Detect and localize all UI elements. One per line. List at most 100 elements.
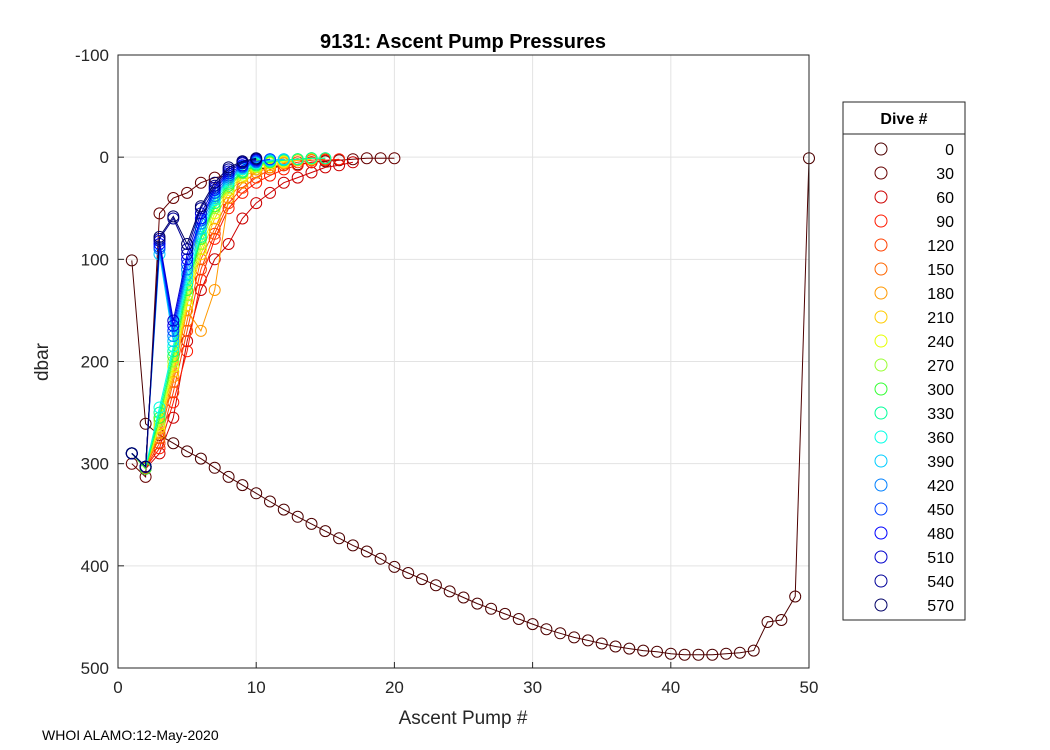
series-layer (125, 152, 815, 661)
data-point (222, 238, 235, 250)
legend-item: 390 (874, 454, 954, 471)
legend-item: 180 (874, 286, 954, 303)
data-point (208, 461, 221, 474)
legend-marker (874, 142, 888, 156)
data-point (333, 532, 346, 545)
data-point (139, 470, 152, 483)
data-point (360, 152, 373, 165)
data-point (264, 169, 276, 182)
data-point (374, 152, 387, 165)
legend-label: 450 (927, 502, 954, 519)
x-tick-label: 20 (385, 678, 404, 697)
data-point (167, 314, 180, 327)
legend-item: 60 (874, 190, 954, 207)
legend-items: 0 30 60 90 120 150 180 210 240 270 300 330 360 390 420… (874, 142, 954, 615)
legend-box (842, 101, 966, 621)
x-tick-label: 30 (523, 678, 542, 697)
legend-marker (874, 262, 888, 276)
legend-item: 120 (874, 238, 954, 255)
data-point (374, 552, 387, 565)
legend-label: 270 (927, 358, 954, 375)
legend-label: 480 (927, 526, 954, 543)
data-point (471, 597, 484, 610)
data-point (208, 284, 221, 296)
data-point (402, 567, 415, 579)
legend-label: 210 (927, 310, 954, 327)
data-point (416, 573, 428, 586)
data-point (181, 335, 194, 348)
legend-marker (874, 334, 888, 348)
legend-marker (874, 166, 888, 180)
data-point (554, 627, 567, 640)
legend-label: 360 (927, 430, 954, 447)
data-point (208, 179, 221, 192)
series-line (131, 157, 312, 468)
legend-label: 300 (927, 382, 954, 399)
data-point (692, 648, 705, 661)
legend-label: 60 (936, 190, 954, 207)
legend-marker (874, 526, 888, 540)
data-point (305, 152, 318, 165)
data-point (595, 637, 608, 650)
series-dive-570 (125, 152, 263, 473)
legend-item: 150 (874, 262, 954, 279)
data-point (637, 644, 650, 657)
data-point (775, 614, 788, 626)
legend-marker (874, 598, 888, 612)
data-point (733, 646, 746, 659)
series-line (131, 157, 326, 468)
legend-label: 90 (936, 214, 954, 231)
data-point (346, 156, 359, 169)
legend-item: 30 (874, 166, 954, 183)
data-point (761, 616, 774, 628)
data-point (208, 253, 221, 266)
data-point (125, 447, 138, 460)
data-point (181, 445, 194, 458)
data-point (250, 487, 263, 500)
data-point (789, 590, 802, 603)
data-point (706, 648, 719, 661)
data-point (277, 163, 290, 176)
data-point (153, 414, 166, 427)
data-point (319, 525, 332, 538)
axis-ticks: 0 10 20 30 40 50 -100 0 100 200 300 400 500 (75, 46, 818, 697)
legend-item: 240 (874, 334, 954, 351)
data-point (581, 634, 594, 647)
legend-label: 570 (927, 598, 954, 615)
data-point (139, 460, 152, 473)
legend-label: 510 (927, 550, 954, 567)
legend-marker (874, 502, 888, 516)
legend-marker (874, 454, 888, 468)
data-point (277, 153, 290, 166)
data-point (222, 161, 235, 174)
legend-item: 510 (874, 550, 954, 567)
data-point (664, 647, 677, 660)
data-point (236, 212, 249, 225)
x-tick-label: 10 (247, 678, 266, 697)
legend-label: 540 (927, 574, 954, 591)
data-point (194, 273, 207, 286)
x-tick-label: 0 (113, 678, 122, 697)
data-point (360, 545, 373, 558)
data-point (153, 230, 166, 243)
chart-title: 9131: Ascent Pump Pressures (320, 31, 606, 53)
data-point (167, 437, 180, 450)
legend-item: 210 (874, 310, 954, 327)
data-point (319, 161, 332, 174)
data-point (222, 470, 235, 483)
data-point (167, 411, 180, 424)
data-point (540, 623, 553, 636)
data-point (194, 324, 207, 337)
data-point (181, 345, 194, 358)
y-tick-label: 0 (100, 148, 109, 167)
data-point (250, 152, 263, 165)
legend-marker (874, 478, 888, 492)
data-point (236, 479, 249, 492)
data-point (167, 210, 180, 223)
series-line (131, 157, 395, 479)
data-point (526, 618, 539, 631)
data-point (194, 284, 207, 296)
data-point (291, 510, 304, 523)
y-tick-label: 400 (81, 557, 109, 576)
data-point (277, 176, 290, 189)
